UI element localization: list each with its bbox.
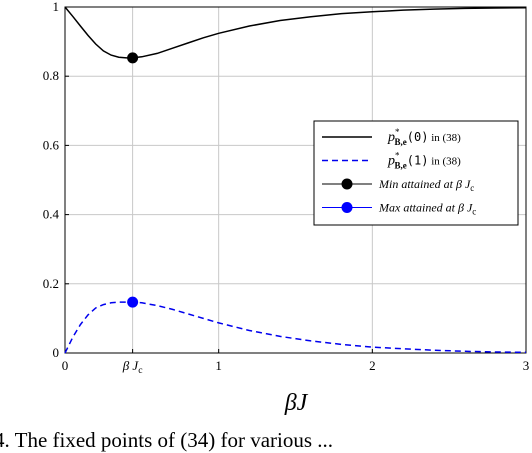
legend-marker-swatch bbox=[341, 178, 353, 190]
y-tick-label: 1 bbox=[53, 0, 60, 14]
y-tick-label: 0.2 bbox=[43, 276, 59, 291]
x-axis-label: βJ bbox=[284, 390, 309, 416]
series-lines bbox=[64, 6, 527, 354]
x-tick-label: 3 bbox=[523, 358, 530, 373]
grid-lines bbox=[65, 7, 526, 353]
max-marker-point bbox=[127, 296, 139, 308]
legend-entry-label: Min attained at β Jc bbox=[378, 177, 474, 193]
figure-caption: 4. The fixed points of (34) for various … bbox=[0, 428, 334, 452]
y-tick-label: 0 bbox=[53, 345, 60, 360]
legend-entry-label: Max attained at β Jc bbox=[378, 201, 476, 217]
x-tick-label: 1 bbox=[215, 358, 222, 373]
x-tick-label: β Jc bbox=[122, 358, 144, 376]
axis-ticks: 0 β Jc 1 2 3 0 0.2 0.4 0.6 0.8 1 bbox=[43, 0, 530, 376]
x-tick-label: 2 bbox=[369, 358, 376, 373]
solid-series-line bbox=[64, 6, 527, 59]
dashed-series-line bbox=[64, 301, 527, 354]
legend-entry-label: p* B,e(1) in (38) bbox=[387, 151, 461, 171]
y-tick-label: 0.4 bbox=[43, 207, 60, 222]
extremum-markers bbox=[127, 52, 139, 308]
min-marker-point bbox=[127, 52, 139, 64]
y-tick-label: 0.8 bbox=[43, 68, 59, 83]
x-tick-label: 0 bbox=[62, 358, 69, 373]
legend: p* B,e(0) in (38) p* B,e(1) in (38) Min atta… bbox=[313, 120, 519, 226]
plot-frame bbox=[64, 6, 527, 354]
legend-entry-label: p* B,e(0) in (38) bbox=[387, 127, 461, 147]
y-tick-label: 0.6 bbox=[43, 137, 60, 152]
legend-marker-swatch bbox=[341, 202, 353, 213]
